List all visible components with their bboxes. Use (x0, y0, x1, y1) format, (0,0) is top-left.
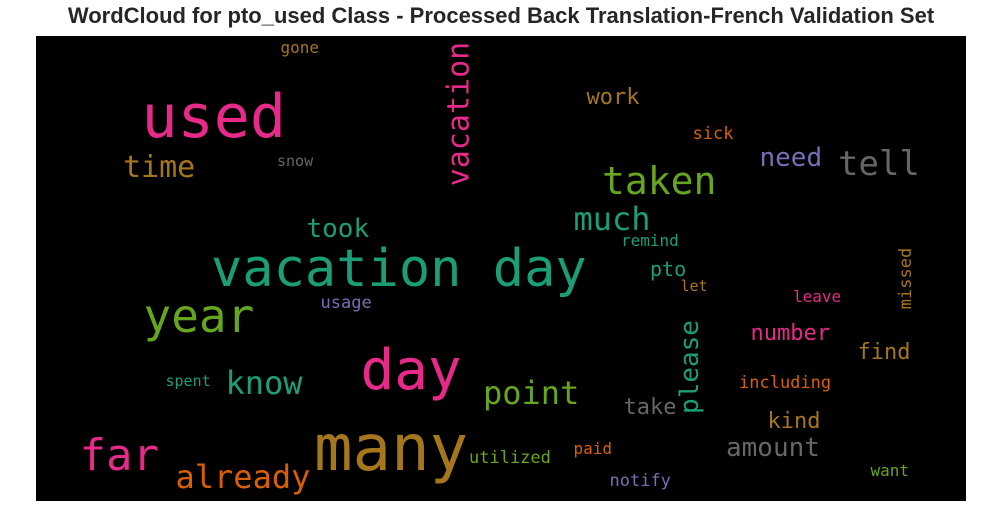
word-spent: spent (165, 371, 211, 390)
word-please: please (674, 320, 705, 414)
word-pto: pto (650, 257, 687, 281)
word-taken: taken (602, 159, 717, 203)
word-used: used (141, 82, 287, 152)
word-much: much (573, 200, 651, 238)
wordcloud-canvas: many vacation day used day year far taken vacat… (36, 36, 966, 501)
word-remind: remind (621, 231, 679, 250)
word-notify: notify (609, 470, 671, 491)
word-usage: usage (320, 292, 372, 313)
word-time: time (123, 150, 196, 185)
word-take: take (623, 395, 677, 420)
word-including: including (739, 372, 832, 393)
word-know: know (225, 364, 303, 402)
word-number: number (750, 321, 830, 346)
word-need: need (759, 143, 823, 173)
word-kind: kind (767, 409, 821, 434)
word-amount: amount (726, 433, 820, 463)
word-point: point (483, 374, 580, 412)
word-utilized: utilized (469, 447, 551, 468)
word-snow: snow (277, 151, 314, 170)
word-missed: missed (895, 247, 916, 309)
word-year: year (143, 289, 255, 343)
word-vacation-day: vacation day (211, 239, 587, 299)
word-already: already (175, 458, 311, 496)
word-find: find (857, 340, 911, 365)
word-paid: paid (573, 439, 613, 458)
word-vacation: vacation (440, 41, 476, 187)
word-leave: leave (793, 287, 842, 306)
word-sick: sick (692, 123, 734, 144)
word-took: took (306, 214, 370, 244)
word-far: far (79, 430, 159, 481)
word-want: want (870, 461, 910, 480)
word-gone: gone (280, 38, 320, 57)
word-work: work (586, 85, 640, 110)
word-day: day (360, 338, 462, 403)
word-many: many (314, 412, 469, 486)
word-tell: tell (838, 144, 920, 184)
word-let: let (680, 276, 708, 295)
chart-title: WordCloud for pto_used Class - Processed… (67, 3, 935, 28)
